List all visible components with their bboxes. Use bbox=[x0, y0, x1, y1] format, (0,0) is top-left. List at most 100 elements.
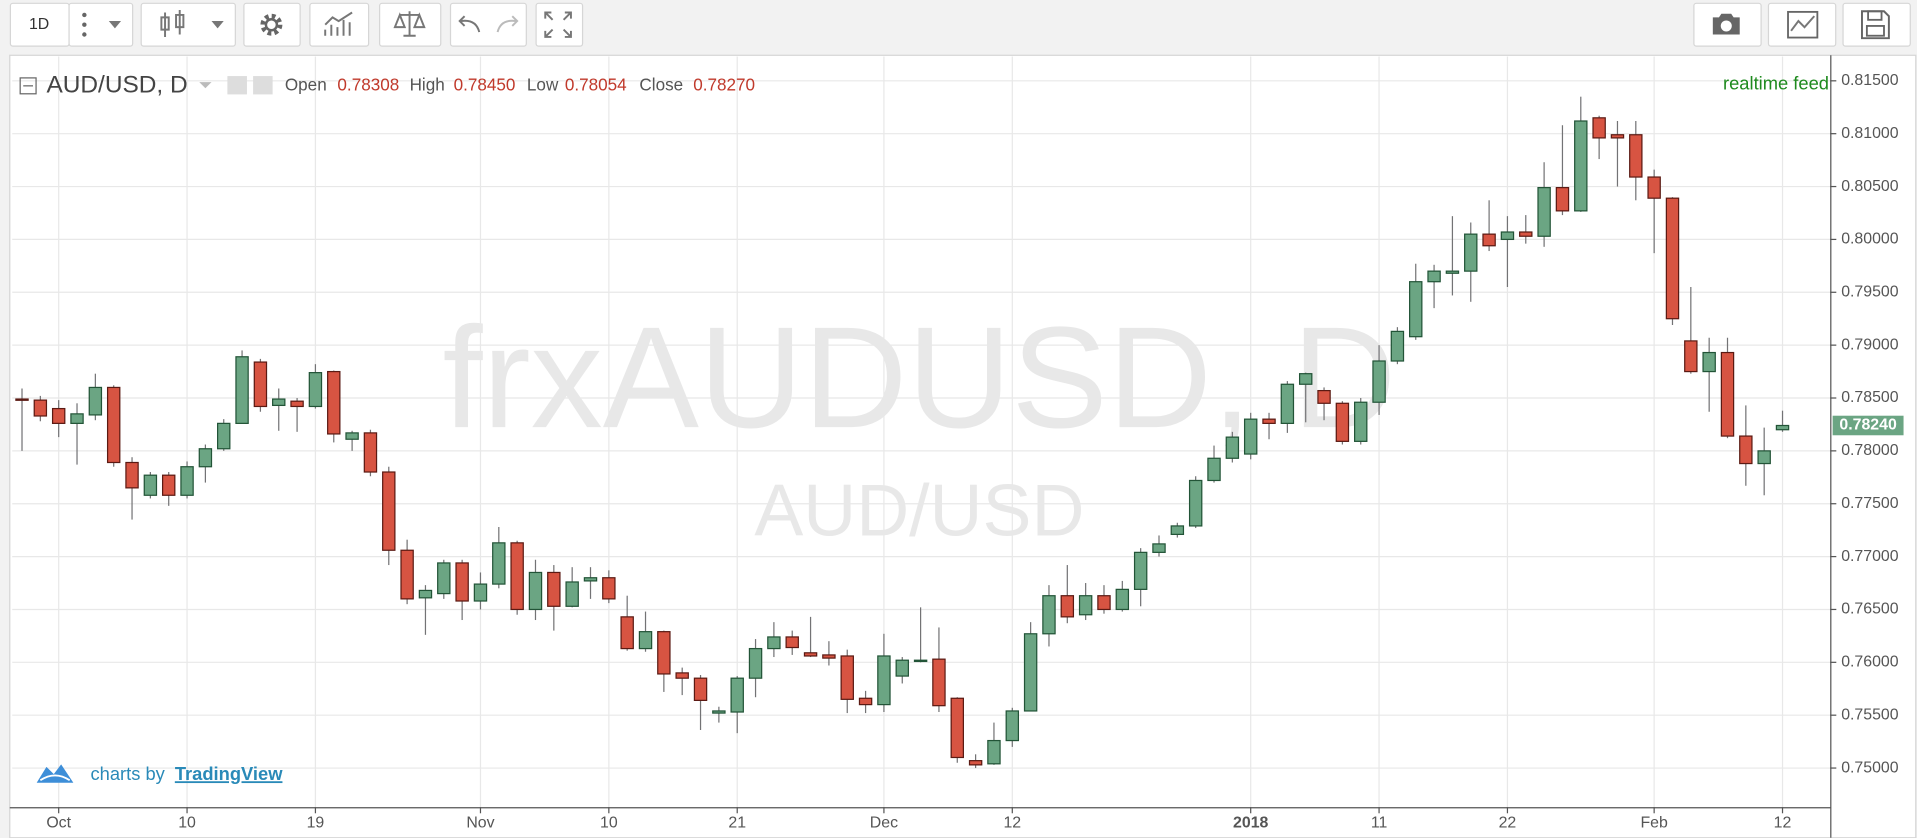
candle-body bbox=[1665, 197, 1680, 320]
candle-body bbox=[1409, 281, 1423, 338]
settings-icon[interactable] bbox=[227, 76, 247, 95]
x-tick-label: Nov bbox=[466, 814, 494, 831]
ohlc-value: 0.78054 bbox=[565, 75, 627, 94]
candle-body bbox=[1739, 435, 1753, 465]
candle-body bbox=[1629, 134, 1643, 178]
candle-body bbox=[1133, 551, 1148, 590]
undo-redo-button[interactable] bbox=[449, 2, 527, 47]
candle-body bbox=[1280, 383, 1295, 424]
dropdown-arrow bbox=[108, 21, 122, 29]
candle-body bbox=[235, 356, 249, 424]
dot bbox=[82, 32, 87, 37]
candle-body bbox=[1060, 595, 1075, 618]
dot bbox=[82, 22, 87, 27]
realtime-status: realtime feed bbox=[1723, 72, 1829, 93]
candle-body bbox=[565, 581, 579, 607]
candle-body bbox=[272, 398, 286, 407]
candle-body bbox=[1482, 233, 1496, 247]
fullscreen-button[interactable] bbox=[535, 2, 584, 47]
candle-body bbox=[88, 386, 103, 416]
candle-body bbox=[1243, 418, 1258, 455]
candle-body bbox=[968, 760, 983, 766]
ohlc-value: 0.78270 bbox=[693, 75, 755, 94]
candle-body bbox=[675, 672, 689, 679]
candle-body bbox=[1152, 543, 1166, 553]
candle-body bbox=[822, 654, 836, 659]
last-price-label: 0.78240 bbox=[1839, 417, 1897, 434]
candle-body bbox=[106, 386, 121, 464]
candle-body bbox=[1574, 120, 1588, 212]
candle-body bbox=[1647, 176, 1661, 199]
candle-icon bbox=[160, 10, 185, 37]
symbol-title: AUD/USD, D bbox=[46, 71, 187, 98]
candle-body bbox=[528, 571, 543, 611]
candle-body bbox=[1335, 402, 1350, 442]
candle-body bbox=[345, 432, 359, 440]
settings-button[interactable] bbox=[243, 2, 301, 47]
undo-icon[interactable] bbox=[458, 15, 481, 33]
candle-body bbox=[1775, 424, 1790, 431]
y-tick-label: 0.75000 bbox=[1841, 759, 1899, 776]
interval-menu-button[interactable] bbox=[68, 2, 134, 47]
candle-body bbox=[1720, 351, 1735, 437]
save-icon bbox=[1865, 25, 1885, 37]
y-tick-label: 0.81000 bbox=[1841, 125, 1899, 142]
branding-link[interactable]: TradingView bbox=[175, 763, 283, 784]
candle-body bbox=[1042, 595, 1056, 635]
candle-body bbox=[1390, 330, 1405, 362]
y-tick-label: 0.78500 bbox=[1841, 389, 1899, 406]
candle-body bbox=[161, 474, 176, 496]
candle-body bbox=[602, 577, 616, 600]
tradingview-logo bbox=[39, 774, 71, 782]
x-tick-label: 12 bbox=[1774, 814, 1792, 831]
ohlc-value: 0.78308 bbox=[337, 75, 399, 94]
candle-body bbox=[730, 677, 744, 713]
candle-body bbox=[1225, 436, 1240, 459]
candle-body bbox=[437, 562, 451, 595]
dropdown-arrow bbox=[211, 21, 224, 29]
x-tick-label: Oct bbox=[46, 814, 71, 831]
candles bbox=[15, 96, 1790, 769]
candle-body bbox=[1592, 117, 1606, 139]
candle-body bbox=[1500, 231, 1515, 241]
x-tick-label: 10 bbox=[600, 814, 618, 831]
chart-style-button[interactable] bbox=[140, 2, 236, 47]
candle-body bbox=[290, 400, 304, 408]
save-button[interactable] bbox=[1842, 2, 1911, 47]
candle-body bbox=[51, 407, 66, 424]
redo-icon[interactable] bbox=[496, 15, 519, 33]
hide-icon[interactable] bbox=[253, 76, 273, 95]
candle-body bbox=[143, 474, 158, 496]
y-tick-label: 0.77500 bbox=[1841, 495, 1899, 512]
y-tick-label: 0.75500 bbox=[1841, 706, 1899, 723]
collapse-toggle[interactable] bbox=[19, 77, 37, 95]
symbol-menu-arrow[interactable] bbox=[199, 82, 212, 89]
candle-body bbox=[932, 658, 946, 707]
candle-body bbox=[1610, 134, 1625, 139]
candle-body bbox=[1317, 389, 1331, 404]
interval-label[interactable]: 1D bbox=[29, 16, 49, 33]
candle-body bbox=[620, 616, 634, 650]
candle-body bbox=[950, 697, 965, 759]
x-tick-label: 21 bbox=[728, 814, 746, 831]
gear-icon bbox=[264, 17, 279, 32]
y-tick-label: 0.79500 bbox=[1841, 283, 1899, 300]
y-tick-label: 0.81500 bbox=[1841, 72, 1899, 89]
candle-body bbox=[1023, 633, 1038, 712]
x-tick-label: 11 bbox=[1371, 814, 1388, 831]
candle-body bbox=[785, 636, 799, 649]
indicators-button[interactable] bbox=[309, 2, 370, 47]
candle-body bbox=[400, 549, 414, 600]
candle-body bbox=[858, 697, 873, 706]
y-tick-label: 0.80000 bbox=[1841, 231, 1899, 248]
candle-body bbox=[895, 659, 909, 677]
candle-body bbox=[712, 710, 726, 714]
candle-body bbox=[1519, 231, 1533, 237]
x-tick-label: Dec bbox=[870, 814, 898, 831]
watermark-description: AUD/USD bbox=[754, 470, 1084, 552]
candle-body bbox=[492, 542, 506, 585]
save-icon bbox=[1867, 10, 1883, 21]
x-tick-label: 12 bbox=[1003, 814, 1021, 831]
candle-body bbox=[803, 652, 818, 657]
